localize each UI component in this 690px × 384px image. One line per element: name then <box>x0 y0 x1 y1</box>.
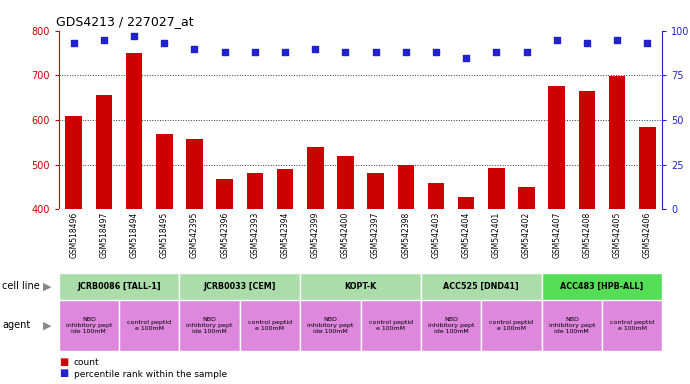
Bar <box>482 300 542 351</box>
Bar <box>639 127 656 384</box>
Bar <box>240 300 300 351</box>
Bar <box>66 116 82 384</box>
Text: GSM518497: GSM518497 <box>99 212 108 258</box>
Point <box>431 49 442 55</box>
Point <box>249 49 260 55</box>
Text: count: count <box>74 359 99 367</box>
Bar <box>186 139 203 384</box>
Bar <box>246 173 263 384</box>
Text: JCRB0086 [TALL-1]: JCRB0086 [TALL-1] <box>77 282 161 291</box>
Point <box>582 40 593 46</box>
Bar <box>397 165 414 384</box>
Text: GSM542405: GSM542405 <box>613 212 622 258</box>
Bar <box>458 197 475 384</box>
Text: GSM518496: GSM518496 <box>69 212 78 258</box>
Text: GSM542396: GSM542396 <box>220 212 229 258</box>
Text: percentile rank within the sample: percentile rank within the sample <box>74 370 227 379</box>
Bar <box>579 91 595 384</box>
Bar <box>518 187 535 384</box>
Bar <box>549 86 565 384</box>
Point <box>461 55 472 61</box>
Text: GSM542404: GSM542404 <box>462 212 471 258</box>
Text: NBD
inhibitory pept
ide 100mM: NBD inhibitory pept ide 100mM <box>428 317 474 334</box>
Text: control peptid
e 100mM: control peptid e 100mM <box>489 320 533 331</box>
Text: ▶: ▶ <box>43 281 52 291</box>
Text: GSM542398: GSM542398 <box>402 212 411 258</box>
Text: GSM542395: GSM542395 <box>190 212 199 258</box>
Text: cell line: cell line <box>2 281 40 291</box>
Point <box>551 36 562 43</box>
Text: NBD
inhibitory pept
ide 100mM: NBD inhibitory pept ide 100mM <box>307 317 353 334</box>
Point <box>189 46 200 52</box>
Text: KOPT-K: KOPT-K <box>344 282 377 291</box>
Text: GSM542406: GSM542406 <box>643 212 652 258</box>
Text: GSM542400: GSM542400 <box>341 212 350 258</box>
Bar <box>542 273 662 300</box>
Text: GSM518495: GSM518495 <box>160 212 169 258</box>
Bar <box>126 53 142 384</box>
Text: ACC525 [DND41]: ACC525 [DND41] <box>444 282 519 291</box>
Point <box>279 49 290 55</box>
Text: GSM542402: GSM542402 <box>522 212 531 258</box>
Text: ■: ■ <box>59 368 68 378</box>
Point <box>400 49 411 55</box>
Bar <box>542 300 602 351</box>
Bar <box>156 134 172 384</box>
Bar <box>602 300 662 351</box>
Bar <box>421 273 542 300</box>
Bar <box>179 300 240 351</box>
Bar <box>119 300 179 351</box>
Bar <box>609 76 625 384</box>
Point <box>68 40 79 46</box>
Point <box>370 49 381 55</box>
Text: NBD
inhibitory pept
ide 100mM: NBD inhibitory pept ide 100mM <box>549 317 595 334</box>
Bar <box>488 168 504 384</box>
Point <box>159 40 170 46</box>
Text: GSM542397: GSM542397 <box>371 212 380 258</box>
Text: GSM542399: GSM542399 <box>310 212 319 258</box>
Text: GSM542403: GSM542403 <box>431 212 440 258</box>
Text: agent: agent <box>2 320 30 331</box>
Bar <box>360 300 421 351</box>
Point <box>521 49 532 55</box>
Text: control peptid
e 100mM: control peptid e 100mM <box>127 320 171 331</box>
Text: control peptid
e 100mM: control peptid e 100mM <box>610 320 654 331</box>
Text: GSM542394: GSM542394 <box>281 212 290 258</box>
Bar <box>217 179 233 384</box>
Point <box>611 36 622 43</box>
Bar <box>421 300 482 351</box>
Text: GSM542393: GSM542393 <box>250 212 259 258</box>
Bar <box>96 96 112 384</box>
Text: NBD
inhibitory pept
ide 100mM: NBD inhibitory pept ide 100mM <box>186 317 233 334</box>
Point <box>340 49 351 55</box>
Text: GSM542401: GSM542401 <box>492 212 501 258</box>
Point <box>219 49 230 55</box>
Text: ▶: ▶ <box>43 320 52 331</box>
Bar <box>337 156 354 384</box>
Point <box>642 40 653 46</box>
Bar <box>367 173 384 384</box>
Bar <box>300 273 421 300</box>
Text: control peptid
e 100mM: control peptid e 100mM <box>248 320 292 331</box>
Text: GSM542408: GSM542408 <box>582 212 591 258</box>
Bar <box>300 300 360 351</box>
Point <box>99 36 110 43</box>
Bar <box>307 147 324 384</box>
Bar <box>428 183 444 384</box>
Text: control peptid
e 100mM: control peptid e 100mM <box>368 320 413 331</box>
Bar <box>59 273 179 300</box>
Point <box>491 49 502 55</box>
Text: NBD
inhibitory pept
ide 100mM: NBD inhibitory pept ide 100mM <box>66 317 112 334</box>
Bar <box>59 300 119 351</box>
Text: ■: ■ <box>59 357 68 367</box>
Text: JCRB0033 [CEM]: JCRB0033 [CEM] <box>204 282 276 291</box>
Text: GDS4213 / 227027_at: GDS4213 / 227027_at <box>56 15 193 28</box>
Point <box>310 46 321 52</box>
Bar <box>277 169 293 384</box>
Point <box>128 33 139 39</box>
Bar <box>179 273 300 300</box>
Text: GSM542407: GSM542407 <box>552 212 561 258</box>
Text: GSM518494: GSM518494 <box>130 212 139 258</box>
Text: ACC483 [HPB-ALL]: ACC483 [HPB-ALL] <box>560 282 644 291</box>
